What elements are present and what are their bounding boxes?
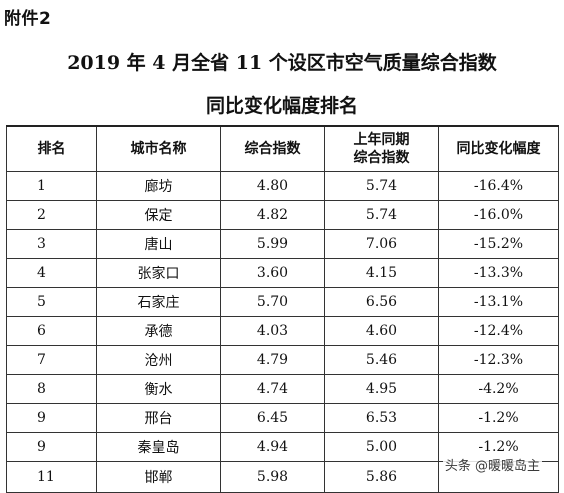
prev-year-index-cell: 6.56 [324,287,439,317]
prev-year-index-cell: 5.86 [324,461,439,493]
prev-year-index-cell: 4.15 [324,258,439,288]
table-row: 1 廊坊 4.80 5.74 -16.4% [6,171,559,201]
prev-year-index-cell: 5.74 [324,200,439,230]
index-cell: 4.94 [220,432,325,462]
city-cell: 石家庄 [96,287,221,317]
prev-year-index-cell: 4.60 [324,316,439,346]
change-cell: -13.1% [438,287,559,317]
table-row: 8 衡水 4.74 4.95 -4.2% [6,374,559,404]
header-index: 综合指数 [220,125,325,172]
document-title-line-1: 2019 年 4 月全省 11 个设区市空气质量综合指数 [67,52,497,74]
index-cell: 5.70 [220,287,325,317]
city-cell: 秦皇岛 [96,432,221,462]
ranking-table: 排名 城市名称 综合指数 上年同期 综合指数 同比变化幅度 1 廊坊 4.80 5.7… [6,125,559,493]
prev-year-index-cell: 4.95 [324,374,439,404]
change-cell: -1.2% [438,403,559,433]
document-title-line-2: 同比变化幅度排名 [205,95,358,117]
rank-cell: 11 [6,461,97,493]
prev-year-index-cell: 5.46 [324,345,439,375]
watermark: 头条 @暖暖岛主 [442,455,542,474]
index-cell: 6.45 [220,403,325,433]
header-rank: 排名 [6,125,97,172]
prev-year-index-cell: 5.74 [324,171,439,201]
change-cell: -13.3% [438,258,559,288]
header-prev-year-index: 上年同期 综合指数 [324,125,439,172]
table-header-row: 排名 城市名称 综合指数 上年同期 综合指数 同比变化幅度 [6,125,559,172]
rank-cell: 3 [6,229,97,259]
rank-cell: 5 [6,287,97,317]
rank-cell: 9 [6,432,97,462]
change-cell: -16.4% [438,171,559,201]
change-cell: -12.3% [438,345,559,375]
city-cell: 承德 [96,316,221,346]
index-cell: 4.03 [220,316,325,346]
prev-year-index-cell: 6.53 [324,403,439,433]
table-row: 6 承德 4.03 4.60 -12.4% [6,316,559,346]
prev-year-index-cell: 7.06 [324,229,439,259]
index-cell: 4.82 [220,200,325,230]
index-cell: 4.79 [220,345,325,375]
table-row: 9 邢台 6.45 6.53 -1.2% [6,403,559,433]
index-cell: 5.99 [220,229,325,259]
index-cell: 3.60 [220,258,325,288]
city-cell: 邯郸 [96,461,221,493]
table-row: 4 张家口 3.60 4.15 -13.3% [6,258,559,288]
rank-cell: 1 [6,171,97,201]
city-cell: 张家口 [96,258,221,288]
table-row: 2 保定 4.82 5.74 -16.0% [6,200,559,230]
header-city: 城市名称 [96,125,221,172]
city-cell: 保定 [96,200,221,230]
rank-cell: 7 [6,345,97,375]
city-cell: 廊坊 [96,171,221,201]
table-row: 7 沧州 4.79 5.46 -12.3% [6,345,559,375]
prev-year-index-cell: 5.00 [324,432,439,462]
header-change: 同比变化幅度 [438,125,559,172]
index-cell: 4.80 [220,171,325,201]
attachment-label: 附件2 [4,9,52,29]
index-cell: 4.74 [220,374,325,404]
rank-cell: 8 [6,374,97,404]
rank-cell: 6 [6,316,97,346]
rank-cell: 4 [6,258,97,288]
city-cell: 衡水 [96,374,221,404]
city-cell: 沧州 [96,345,221,375]
rank-cell: 9 [6,403,97,433]
table-row: 5 石家庄 5.70 6.56 -13.1% [6,287,559,317]
change-cell: -12.4% [438,316,559,346]
change-cell: -15.2% [438,229,559,259]
change-cell: -16.0% [438,200,559,230]
city-cell: 邢台 [96,403,221,433]
index-cell: 5.98 [220,461,325,493]
table-row: 3 唐山 5.99 7.06 -15.2% [6,229,559,259]
rank-cell: 2 [6,200,97,230]
header-prev-year-line-2: 综合指数 [353,150,410,166]
header-prev-year-line-1: 上年同期 [353,132,410,148]
city-cell: 唐山 [96,229,221,259]
change-cell: -4.2% [438,374,559,404]
